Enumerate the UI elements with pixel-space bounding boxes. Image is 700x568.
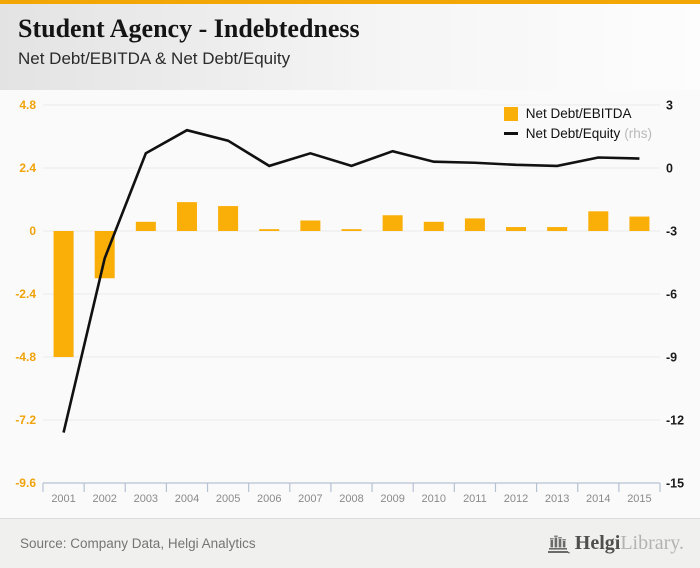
svg-text:-9: -9 <box>666 351 677 365</box>
svg-text:2005: 2005 <box>216 493 240 505</box>
legend-item-net-debt-ebitda: Net Debt/EBITDA <box>503 106 652 121</box>
legend-label: Net Debt/EBITDA <box>525 106 632 121</box>
legend-rhs-note: (rhs) <box>624 126 652 141</box>
svg-text:2.4: 2.4 <box>19 161 36 175</box>
svg-text:-9.6: -9.6 <box>15 476 36 490</box>
line-series-swatch-icon <box>503 132 518 135</box>
svg-text:-15: -15 <box>666 477 684 491</box>
svg-text:0: 0 <box>29 224 36 238</box>
svg-text:4.8: 4.8 <box>19 98 36 112</box>
svg-text:2011: 2011 <box>463 493 487 505</box>
svg-text:2006: 2006 <box>257 493 281 505</box>
svg-text:2012: 2012 <box>504 493 528 505</box>
helgilibrary-logo: Helgi Library. <box>547 532 684 555</box>
svg-text:0: 0 <box>666 162 673 176</box>
chart-header: Student Agency - Indebtedness Net Debt/E… <box>0 0 700 90</box>
svg-text:2008: 2008 <box>339 493 363 505</box>
svg-text:-2.4: -2.4 <box>15 287 36 301</box>
svg-text:2010: 2010 <box>422 493 446 505</box>
legend-label: Net Debt/Equity <box>525 126 621 141</box>
legend-item-net-debt-equity: Net Debt/Equity (rhs) <box>503 126 652 141</box>
brand-name-light: Library. <box>620 532 684 554</box>
svg-text:-12: -12 <box>666 414 684 428</box>
svg-text:-7.2: -7.2 <box>15 413 36 427</box>
chart-area: 2001 2002 2003 2004 2005 2006 2007 2008 2009 2010… <box>0 90 700 518</box>
svg-text:2013: 2013 <box>545 493 569 505</box>
svg-text:3: 3 <box>666 99 673 113</box>
svg-text:-3: -3 <box>666 225 677 239</box>
svg-text:2004: 2004 <box>175 493 199 505</box>
svg-text:2003: 2003 <box>134 493 158 505</box>
svg-text:2002: 2002 <box>92 493 116 505</box>
svg-text:2015: 2015 <box>627 493 651 505</box>
chart-legend: Net Debt/EBITDA Net Debt/Equity (rhs) <box>503 106 652 146</box>
svg-text:2007: 2007 <box>298 493 322 505</box>
svg-text:2001: 2001 <box>51 493 75 505</box>
svg-text:2014: 2014 <box>586 493 610 505</box>
svg-text:-6: -6 <box>666 288 677 302</box>
chart-footer: Source: Company Data, Helgi Analytics He… <box>0 518 700 568</box>
brand-name-bold: Helgi <box>574 532 621 554</box>
helgi-building-icon <box>547 535 570 554</box>
bar-series-swatch-icon <box>503 106 518 121</box>
page-subtitle: Net Debt/EBITDA & Net Debt/Equity <box>18 48 291 68</box>
svg-text:-4.8: -4.8 <box>15 350 36 364</box>
page-title: Student Agency - Indebtedness <box>18 14 360 43</box>
chart-canvas: 2001 2002 2003 2004 2005 2006 2007 2008 2009 2010… <box>15 98 684 505</box>
svg-text:2009: 2009 <box>380 493 404 505</box>
source-text: Source: Company Data, Helgi Analytics <box>20 536 256 551</box>
